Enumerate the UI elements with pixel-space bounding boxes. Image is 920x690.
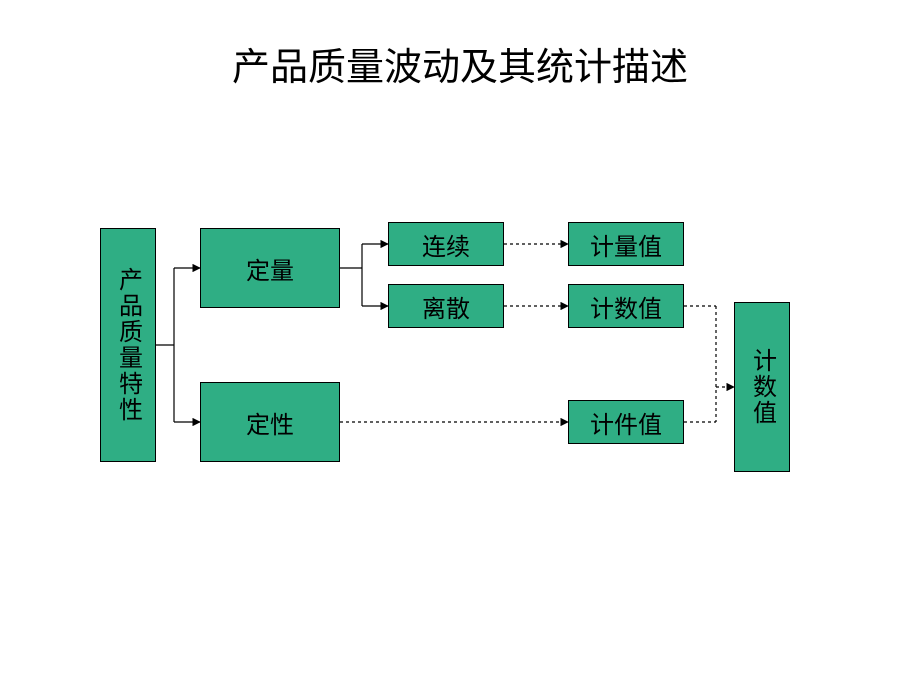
node-meas-label: 计量值: [590, 227, 662, 262]
node-piece: 计件值: [568, 400, 684, 444]
node-quant-label: 定量: [246, 251, 294, 286]
node-qual-label: 定性: [246, 405, 294, 440]
node-root-label: 产品质量特性: [111, 267, 146, 423]
node-disc-label: 离散: [422, 289, 470, 324]
node-piece-label: 计件值: [590, 405, 662, 440]
node-qual: 定性: [200, 382, 340, 462]
node-final-label: 计数值: [745, 348, 780, 426]
node-meas: 计量值: [568, 222, 684, 266]
node-root: 产品质量特性: [100, 228, 156, 462]
node-disc: 离散: [388, 284, 504, 328]
node-final: 计数值: [734, 302, 790, 472]
node-quant: 定量: [200, 228, 340, 308]
node-count: 计数值: [568, 284, 684, 328]
page-title: 产品质量波动及其统计描述: [0, 36, 920, 91]
node-count-label: 计数值: [590, 289, 662, 324]
node-cont: 连续: [388, 222, 504, 266]
node-cont-label: 连续: [422, 227, 470, 262]
